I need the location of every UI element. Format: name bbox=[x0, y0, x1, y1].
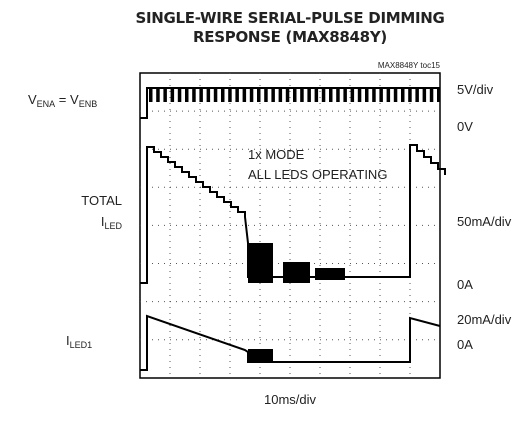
iled-label-part: I bbox=[101, 214, 105, 229]
scale-label: 20mA/div bbox=[457, 312, 512, 327]
annotation: 1x MODE bbox=[248, 147, 305, 162]
v-label-sub: ENB bbox=[79, 99, 98, 109]
scope-grid bbox=[140, 73, 440, 378]
level-label: 0A bbox=[457, 277, 473, 292]
waveforms bbox=[140, 87, 446, 371]
iled-label: ILED bbox=[101, 214, 123, 231]
iled-label-sub: LED bbox=[104, 221, 122, 231]
pwm-block bbox=[315, 268, 345, 280]
figure-id: MAX8848Y toc15 bbox=[378, 61, 441, 70]
annotation: ALL LEDS OPERATING bbox=[248, 167, 387, 182]
scale-label: 5V/div bbox=[457, 82, 494, 97]
level-label: 0A bbox=[457, 337, 473, 352]
iled1-label-sub: LED1 bbox=[70, 340, 93, 350]
title: SINGLE-WIRE SERIAL-PULSE DIMMING bbox=[135, 9, 444, 27]
level-label: 0V bbox=[457, 119, 473, 134]
trace bbox=[140, 87, 441, 119]
total-label: TOTAL bbox=[81, 193, 122, 208]
pwm-block bbox=[283, 262, 310, 283]
v-label: VENA = VENB bbox=[28, 92, 97, 109]
pwm-block bbox=[248, 243, 273, 283]
pwm-block bbox=[248, 349, 273, 362]
trace bbox=[140, 144, 446, 284]
title: RESPONSE (MAX8848Y) bbox=[193, 28, 387, 46]
iled1-label: ILED1 bbox=[66, 333, 92, 350]
v-label-sub: ENA bbox=[37, 99, 56, 109]
x-scale-label: 10ms/div bbox=[264, 392, 317, 407]
scale-label: 50mA/div bbox=[457, 214, 512, 229]
iled1-label-part: I bbox=[66, 333, 70, 348]
v-label-part: V bbox=[28, 92, 37, 107]
v-label-part: = V bbox=[55, 92, 79, 107]
